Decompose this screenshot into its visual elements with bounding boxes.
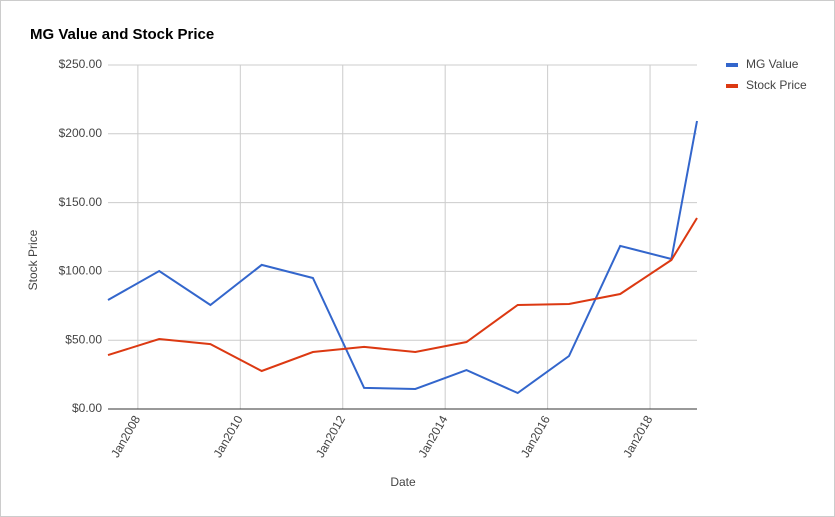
y-tick-label: $0.00 [72, 401, 102, 415]
series-line [107, 217, 698, 373]
y-tick-label: $150.00 [59, 195, 103, 209]
x-axis-label: Date [390, 475, 416, 489]
legend-label: MG Value [746, 57, 799, 71]
legend-swatch [726, 84, 738, 88]
y-tick-label: $100.00 [59, 264, 103, 278]
legend-label: Stock Price [746, 78, 807, 92]
legend-swatch [726, 63, 738, 67]
chart-title: MG Value and Stock Price [30, 26, 214, 43]
y-tick-label: $250.00 [59, 57, 103, 71]
y-axis-label: Stock Price [26, 229, 40, 290]
y-tick-label: $200.00 [59, 126, 103, 140]
series-line [107, 120, 698, 395]
y-tick-label: $50.00 [65, 332, 102, 346]
